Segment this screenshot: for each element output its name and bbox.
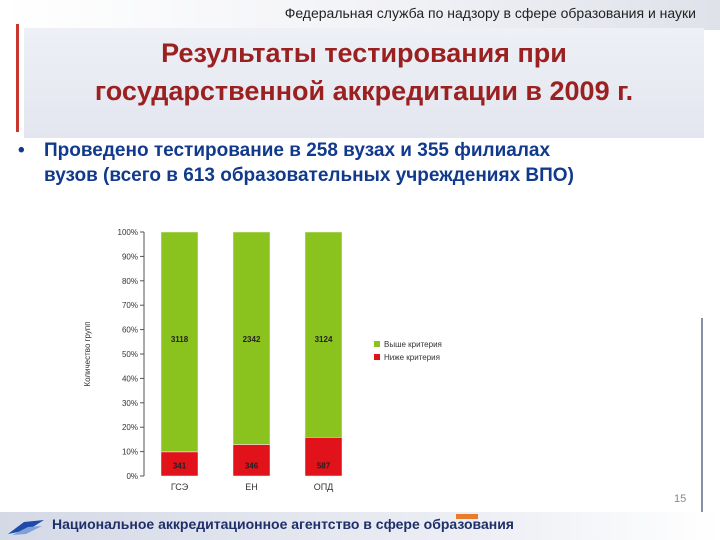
- accent-rule: [16, 24, 19, 132]
- stacked-percent-bar-chart: 0% 10% 20% 30% 40% 50% 60% 70% 80% 90% 100% Количес…: [83, 228, 442, 492]
- title-background: [24, 28, 704, 138]
- title-line-2: государственной аккредитации в 2009 г.: [94, 76, 634, 106]
- data-label-above: 2342: [243, 335, 261, 344]
- bar-above-criterion: [304, 231, 343, 438]
- bars: 3118 341 ГСЭ 2342 346 ЕН 3124 587 ОПД: [160, 231, 343, 492]
- x-category-label: ЕН: [245, 482, 258, 492]
- y-tick-label: 0%: [126, 472, 138, 481]
- header-band: [0, 0, 720, 30]
- bar-below-criterion: [160, 451, 199, 477]
- title-line-1: Результаты тестирования при: [161, 38, 567, 68]
- y-tick-label: 40%: [122, 374, 138, 383]
- data-label-below: 346: [245, 462, 259, 471]
- agency-name: Федеральная служба по надзору в сфере об…: [284, 5, 696, 21]
- bar-above-criterion: [232, 231, 271, 445]
- y-tick-label: 70%: [122, 301, 138, 310]
- footer-accent: [456, 514, 478, 519]
- y-axis: 0% 10% 20% 30% 40% 50% 60% 70% 80% 90% 100% Количес…: [83, 228, 145, 481]
- bar-below-criterion: [304, 437, 343, 477]
- y-axis-title: Количество групп: [83, 321, 92, 386]
- legend-label: Выше критерия: [384, 340, 442, 349]
- bullet-point: • Проведено тестирование в 258 вузах и 3…: [18, 138, 684, 188]
- x-category-label: ОПД: [314, 482, 334, 492]
- y-tick-label: 50%: [122, 350, 138, 359]
- legend-label: Ниже критерия: [384, 353, 440, 362]
- legend-swatch: [374, 354, 380, 360]
- y-tick-label: 30%: [122, 399, 138, 408]
- legend: Выше критерия Ниже критерия: [374, 340, 442, 362]
- y-tick-label: 20%: [122, 423, 138, 432]
- bar-above-criterion: [160, 231, 199, 453]
- bar-below-criterion: [232, 444, 271, 477]
- x-category-label: ГСЭ: [171, 482, 189, 492]
- y-tick-label: 90%: [122, 252, 138, 261]
- footer-agency-name: Национальное аккредитационное агентство …: [52, 516, 514, 532]
- bullet-line-1: Проведено тестирование в 258 вузах и 355…: [44, 140, 551, 161]
- y-tick-label: 60%: [122, 326, 138, 335]
- y-tick-label: 10%: [122, 448, 138, 457]
- footer-band: [0, 512, 720, 540]
- bullet-dot-icon: •: [18, 140, 25, 161]
- data-label-below: 587: [317, 462, 331, 471]
- data-label-below: 341: [173, 462, 187, 471]
- chart-area: 0% 10% 20% 30% 40% 50% 60% 70% 80% 90% 100% Количес…: [78, 218, 462, 500]
- legend-swatch: [374, 341, 380, 347]
- y-tick-label: 80%: [122, 277, 138, 286]
- data-label-above: 3118: [171, 335, 189, 344]
- agency-logo-icon: [8, 520, 44, 535]
- page-number: 15: [674, 493, 687, 505]
- data-label-above: 3124: [315, 335, 333, 344]
- slide-title: Результаты тестирования при государствен…: [24, 34, 704, 110]
- divider-line: [701, 318, 703, 520]
- y-tick-label: 100%: [118, 228, 138, 237]
- bullet-line-2: вузов (всего в 613 образовательных учреж…: [44, 165, 574, 186]
